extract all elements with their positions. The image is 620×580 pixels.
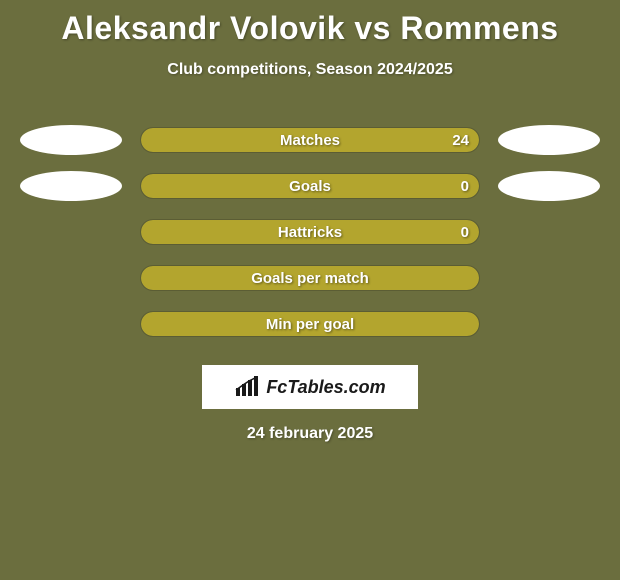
right-ellipse [498, 171, 600, 201]
stat-row: Goals0 [0, 163, 620, 209]
logo-box: FcTables.com [202, 365, 418, 409]
left-ellipse [20, 125, 122, 155]
stats-bars: Matches24 Goals0 Hattricks0 Goals per match… [0, 117, 620, 347]
stat-row: Min per goal [0, 301, 620, 347]
stat-bar-fill [141, 266, 479, 290]
stat-bar: Goals0 [140, 173, 480, 199]
stat-row: Hattricks0 [0, 209, 620, 255]
stat-bar: Hattricks0 [140, 219, 480, 245]
stat-bar-fill [141, 220, 479, 244]
stat-bar-fill [141, 312, 479, 336]
stat-bar-fill [141, 128, 479, 152]
subtitle: Club competitions, Season 2024/2025 [0, 61, 620, 79]
page-title: Aleksandr Volovik vs Rommens [0, 0, 620, 47]
stat-bar: Matches24 [140, 127, 480, 153]
bar-chart-icon [234, 376, 260, 398]
left-ellipse [20, 171, 122, 201]
right-ellipse [498, 125, 600, 155]
stat-row: Goals per match [0, 255, 620, 301]
date-text: 24 february 2025 [0, 425, 620, 443]
stat-bar: Min per goal [140, 311, 480, 337]
stat-bar-fill [141, 174, 479, 198]
stat-row: Matches24 [0, 117, 620, 163]
stat-bar: Goals per match [140, 265, 480, 291]
logo-text: FcTables.com [266, 377, 385, 398]
